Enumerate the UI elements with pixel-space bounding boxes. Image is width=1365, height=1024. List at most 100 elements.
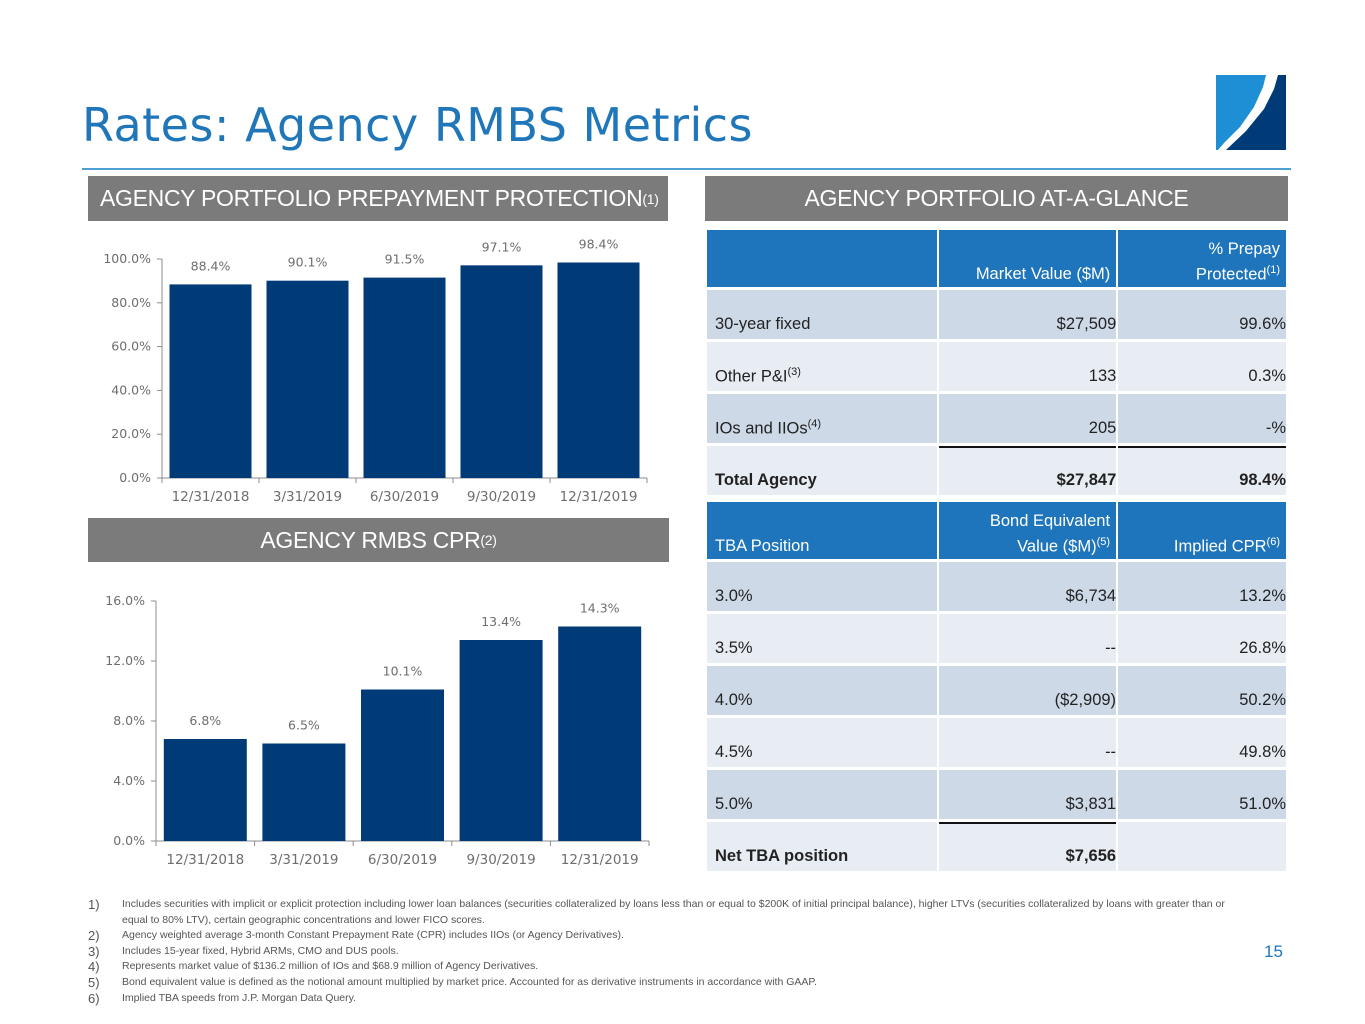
column-header-implied-cpr: Implied CPR(6) [1118,502,1286,559]
company-logo-icon [1216,75,1286,150]
bar [459,640,543,841]
y-tick-label: 100.0% [103,251,151,266]
bar [262,743,346,841]
row-label: Net TBA position [707,822,938,871]
footnote: 6) Implied TBA speeds from J.P. Morgan Da… [88,990,357,1006]
footnote: 3) Includes 15-year fixed, Hybrid ARMs, C… [88,943,399,959]
prepayment-protection-header-label: AGENCY PORTFOLIO PREPAYMENT PROTECTION [100,185,643,211]
row-label: Total Agency [707,446,937,495]
x-tick-label: 6/30/2019 [370,489,439,505]
implied-cpr-cell: 49.8% [1118,718,1286,767]
y-tick-label: 4.0% [113,773,145,788]
implied-cpr-cell: 50.2% [1118,666,1286,715]
total-row: Total Agency $27,847 98.4% [707,446,1286,495]
row-label: Other P&I(3) [707,342,937,391]
portfolio-at-a-glance-header: AGENCY PORTFOLIO AT-A-GLANCE [705,176,1288,221]
market-value-cell: 205 [938,394,1117,443]
row-label: IOs and IIOs(4) [707,394,937,443]
column-header-bond-equivalent-value: Bond Equivalent Value ($M)(5) [939,502,1117,559]
market-value-cell: $27,509 [938,290,1117,339]
table-row: 5.0% $3,831 51.0% [707,770,1286,819]
table-row: Other P&I(3) 133 0.3% [707,342,1286,391]
table-row: 4.0% ($2,909) 50.2% [707,666,1286,715]
x-tick-label: 12/31/2019 [561,852,639,868]
bond-value-cell: ($2,909) [939,666,1117,715]
y-tick-label: 16.0% [105,593,145,608]
implied-cpr-cell [1118,822,1286,871]
x-tick-label: 3/31/2019 [273,489,342,505]
data-label: 13.4% [481,614,521,629]
row-label: 5.0% [707,770,938,819]
x-tick-label: 12/31/2018 [172,489,250,505]
prepay-protected-cell: -% [1118,394,1286,443]
x-tick-label: 3/31/2019 [269,852,338,868]
prepay-protected-cell: 0.3% [1118,342,1286,391]
data-label: 10.1% [383,664,423,679]
x-tick-label: 12/31/2018 [166,852,244,868]
market-value-cell: 133 [938,342,1117,391]
prepayment-protection-header: AGENCY PORTFOLIO PREPAYMENT PROTECTION (1… [88,176,668,221]
implied-cpr-cell: 26.8% [1118,614,1286,663]
bond-value-cell: $6,734 [939,562,1117,611]
data-label: 91.5% [385,252,425,267]
bar [557,262,640,478]
footnote-ref: (1) [642,190,659,207]
y-tick-label: 0.0% [113,833,145,848]
data-label: 14.3% [580,601,620,616]
implied-cpr-cell: 13.2% [1118,562,1286,611]
y-tick-label: 40.0% [111,382,151,397]
footnote: 4) Represents market value of $136.2 mill… [88,959,539,975]
data-label: 6.5% [288,718,320,733]
x-tick-label: 9/30/2019 [467,489,536,505]
data-label: 6.8% [189,713,221,728]
table-row: 3.0% $6,734 13.2% [707,562,1286,611]
title-divider [82,168,1291,170]
bond-value-cell: $3,831 [939,770,1117,819]
table-row: 4.5% -- 49.8% [707,718,1286,767]
footnotes: 1) Includes securities with implicit or e… [88,897,1238,1006]
market-value-cell: $27,847 [938,446,1117,495]
column-header-category [707,230,937,287]
bar [460,265,543,478]
column-header-tba-position: TBA Position [707,502,938,559]
page-title: Rates: Agency RMBS Metrics [82,98,754,152]
bond-value-cell: -- [939,718,1117,767]
row-label: 4.5% [707,718,938,767]
bar [363,277,446,478]
page-number: 15 [1264,942,1283,961]
bar [361,689,444,841]
net-tba-row: Net TBA position $7,656 [707,822,1286,871]
bond-value-cell: $7,656 [939,822,1117,871]
footnote: 2) Agency weighted average 3-month Consta… [88,928,624,944]
x-tick-label: 6/30/2019 [368,852,437,868]
agency-rmbs-cpr-chart: 0.0% 4.0% 8.0% 12.0% 16.0% 6.8% 12/31/2018 6.5%… [105,593,650,868]
x-tick-label: 9/30/2019 [466,852,535,868]
bar [163,739,247,841]
table-row: 3.5% -- 26.8% [707,614,1286,663]
row-label: 3.5% [707,614,938,663]
bar [558,626,642,841]
table-header-row: TBA Position Bond Equivalent Value ($M)(5… [707,502,1286,559]
y-tick-label: 12.0% [105,653,145,668]
column-header-prepay-protected: % Prepay Protected(1) [1118,230,1286,287]
footnote-ref: (2) [480,532,497,548]
portfolio-at-a-glance-header-label: AGENCY PORTFOLIO AT-A-GLANCE [804,185,1189,211]
agency-portfolio-table: Market Value ($M) % Prepay Protected(1) 3… [705,227,1288,498]
row-label: 30-year fixed [707,290,937,339]
data-label: 98.4% [579,237,619,252]
row-label: 4.0% [707,666,938,715]
prepay-protected-cell: 99.6% [1118,290,1286,339]
bar [266,280,349,478]
table-header-row: Market Value ($M) % Prepay Protected(1) [707,230,1286,287]
row-label: 3.0% [707,562,938,611]
y-tick-label: 60.0% [111,339,151,354]
y-tick-label: 80.0% [111,295,151,310]
prepay-protected-cell: 98.4% [1118,446,1286,495]
data-label: 97.1% [482,239,522,254]
data-label: 90.1% [288,255,328,270]
y-tick-label: 8.0% [113,713,145,728]
table-row: IOs and IIOs(4) 205 -% [707,394,1286,443]
column-header-market-value: Market Value ($M) [938,230,1117,287]
agency-rmbs-cpr-header: AGENCY RMBS CPR (2) [88,518,669,562]
prepayment-protection-chart: 0.0% 20.0% 40.0% 60.0% 80.0% 100.0% 88.4% 12/31… [103,237,648,505]
